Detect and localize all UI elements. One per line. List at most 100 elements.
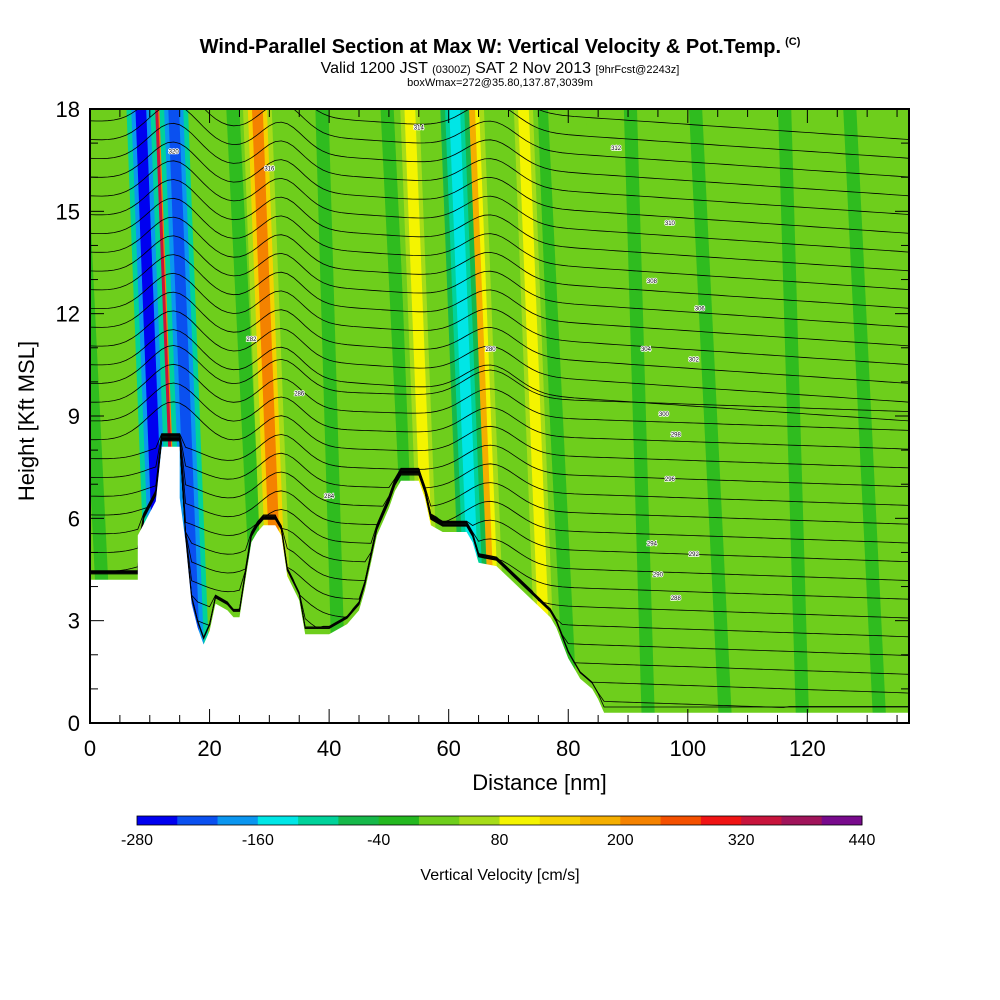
isentrope-line xyxy=(90,436,909,581)
isentrope-label: 306 xyxy=(695,306,706,312)
field-streak xyxy=(726,109,758,723)
field-streak xyxy=(740,109,784,723)
x-tick-label: 40 xyxy=(317,736,341,761)
colorbar-frame xyxy=(136,815,863,826)
isentrope-line xyxy=(90,363,909,431)
isentrope-line xyxy=(90,329,909,422)
isentrope-line xyxy=(90,109,909,178)
downdraft-band xyxy=(449,109,481,655)
isentrope-label: 302 xyxy=(689,357,700,363)
field-streak xyxy=(675,109,707,723)
colorbar-swatch xyxy=(137,816,178,825)
isentrope-line xyxy=(90,216,909,309)
colorbar-swatch xyxy=(217,816,259,825)
field-streak xyxy=(315,109,347,723)
forecast-info: [9hrFcst@2243z] xyxy=(595,64,680,76)
isentrope-label: 294 xyxy=(647,542,658,548)
isentrope-label: 286 xyxy=(294,392,305,398)
isentrope-label: 300 xyxy=(659,412,670,418)
isentrope-label: 282 xyxy=(246,337,257,343)
isentrope-label: 284 xyxy=(324,494,335,500)
isentrope-label: 310 xyxy=(665,221,676,227)
isentrope-label: 292 xyxy=(689,552,700,558)
isentrope-line xyxy=(90,109,909,197)
colorbar-swatch xyxy=(700,816,742,825)
colorbar-swatch xyxy=(499,816,541,825)
isentrope-line xyxy=(90,254,909,347)
isentrope-label: 320 xyxy=(169,149,180,155)
x-axis-title: Distance [nm] xyxy=(472,770,607,795)
field-streak xyxy=(277,109,321,723)
y-tick-label: 9 xyxy=(68,404,80,429)
colorbar-tick-label: 320 xyxy=(728,832,755,849)
colorbar-swatch xyxy=(177,816,219,825)
isentrope-line xyxy=(90,433,909,506)
field-streak xyxy=(791,109,835,723)
chart-subtitle: Valid 1200 JST (0300Z) SAT 2 Nov 2013 [9… xyxy=(0,60,1000,78)
isentrope-line xyxy=(90,440,909,708)
isentrope-label: 290 xyxy=(653,572,664,578)
x-tick-label: 100 xyxy=(669,736,706,761)
field-streak xyxy=(689,109,733,723)
x-tick-label: 120 xyxy=(789,736,826,761)
field-streak xyxy=(623,109,655,723)
valid-date: SAT 2 Nov 2013 xyxy=(470,60,596,77)
colorbar-swatch xyxy=(459,816,500,825)
y-tick-label: 0 xyxy=(68,711,80,736)
y-tick-label: 18 xyxy=(56,97,80,122)
isentrope-line xyxy=(90,179,909,272)
y-tick-label: 15 xyxy=(56,199,80,224)
isentrope-label: 280 xyxy=(486,347,497,353)
axes: 0 20 40 60 80 100 120 0 3 6 9 12 15 18 Distance [nm] He… xyxy=(14,97,910,795)
colorbar-swatch xyxy=(741,816,782,825)
updraft-band xyxy=(518,109,550,655)
isentrope-line xyxy=(90,434,909,544)
colorbar-swatch xyxy=(580,816,621,825)
colorbar-swatch xyxy=(539,816,581,825)
colorbar-tick-label: -40 xyxy=(367,832,390,849)
field-streak xyxy=(880,109,909,723)
y-axis-title: Height [Kft MSL] xyxy=(14,341,39,501)
colorbar-tick-label: -160 xyxy=(242,832,274,849)
field-streak xyxy=(843,109,887,723)
colorbar-tick-label: 200 xyxy=(607,832,634,849)
x-tick-label: 80 xyxy=(556,736,580,761)
box-wmax-info: boxWmax=272@35.80,137.87,3039m xyxy=(407,77,593,89)
isentrope-label: 314 xyxy=(414,125,425,131)
isentrope-label: 288 xyxy=(671,596,682,602)
x-tick-label: 0 xyxy=(84,736,96,761)
y-tick-label: 3 xyxy=(68,609,80,634)
colorbar-tick-label: -280 xyxy=(121,832,153,849)
field-streak xyxy=(829,109,861,723)
isentrope-label: 298 xyxy=(671,432,682,438)
chart-title: Wind-Parallel Section at Max W: Vertical… xyxy=(0,36,1000,59)
colorbar-swatch xyxy=(418,816,460,825)
y-tick-label: 12 xyxy=(56,302,80,327)
isentrope-line xyxy=(90,438,909,675)
colorbar-swatch xyxy=(338,816,380,825)
isentrope-line xyxy=(90,272,909,365)
colorbar-swatch xyxy=(378,816,420,825)
colorbar-swatch xyxy=(781,816,823,825)
field-streak xyxy=(534,109,578,723)
isentrope-line xyxy=(90,435,909,563)
colorbar: -280 -160 -40 80 200 320 440 Vertical Velocity … xyxy=(121,815,875,884)
isentrope-line xyxy=(90,197,909,290)
isentrope-label: 316 xyxy=(264,166,275,172)
isentrope-line xyxy=(90,141,909,234)
isentrope-label: 308 xyxy=(647,279,658,285)
field-streak xyxy=(212,109,244,723)
isentrope-line xyxy=(90,401,909,469)
colorbar-swatch xyxy=(257,816,299,825)
isentrope-line xyxy=(90,310,909,403)
terrain-mask xyxy=(90,446,909,723)
isentrope-line xyxy=(314,109,909,159)
field-streak xyxy=(637,109,681,723)
colorbar-tick-label: 80 xyxy=(491,832,509,849)
isentrope-line xyxy=(90,160,909,253)
isentrope-line xyxy=(90,436,909,600)
field-streak xyxy=(329,109,373,723)
colorbar-swatch xyxy=(298,816,339,825)
isentrope-line xyxy=(90,235,909,328)
